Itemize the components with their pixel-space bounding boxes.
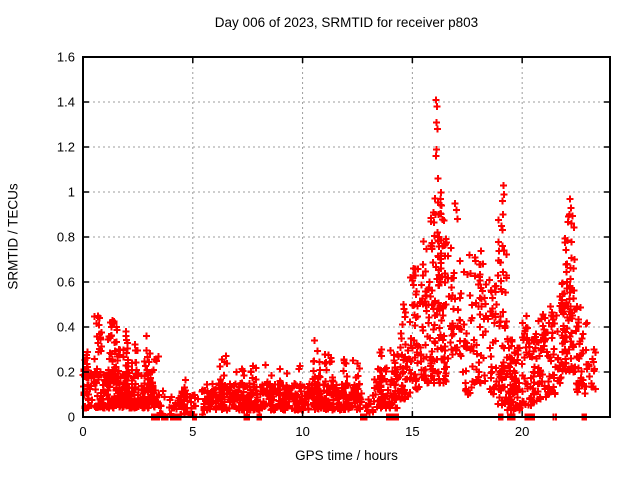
svg-text:15: 15: [405, 424, 419, 439]
svg-text:0.8: 0.8: [57, 230, 75, 245]
plot-border: [82, 56, 611, 418]
svg-text:0: 0: [79, 424, 86, 439]
svg-text:0: 0: [68, 410, 75, 425]
tick-labels: 0 0.2 0.4 0.6 0.8 1 1.2 1.4 1.6 0 5 10 15 20: [57, 50, 529, 440]
svg-text:1.2: 1.2: [57, 140, 75, 155]
svg-text:0.6: 0.6: [57, 275, 75, 290]
svg-text:20: 20: [515, 424, 529, 439]
svg-text:1.6: 1.6: [57, 50, 75, 65]
svg-text:0.2: 0.2: [57, 365, 75, 380]
svg-text:1.4: 1.4: [57, 95, 75, 110]
svg-text:10: 10: [295, 424, 309, 439]
svg-text:0.4: 0.4: [57, 320, 75, 335]
svg-text:5: 5: [189, 424, 196, 439]
x-axis-label: GPS time / hours: [295, 448, 398, 463]
svg-text:1: 1: [68, 185, 75, 200]
chart-title: Day 006 of 2023, SRMTID for receiver p80…: [214, 15, 479, 30]
